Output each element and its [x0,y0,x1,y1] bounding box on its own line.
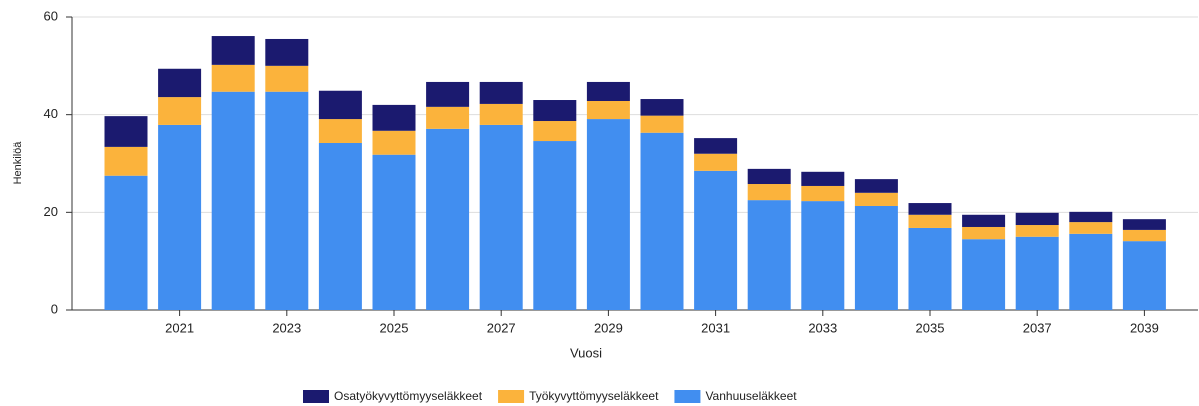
bar-segment [747,200,791,310]
legend-swatch [303,390,329,403]
bar-segment [1069,211,1113,223]
bar-segment [533,100,577,122]
bar-segment [426,81,470,107]
bar-segment [640,115,684,133]
bar-segment [372,130,416,155]
bar-segment [854,205,898,310]
legend-label: Osatyökyvyttömyyseläkkeet [334,389,483,403]
x-tick-label: 2023 [272,320,301,335]
bar-segment [426,128,470,310]
bar-segment [801,185,845,202]
x-tick-label: 2031 [701,320,730,335]
x-tick-label: 2021 [165,320,194,335]
bar-segment [962,226,1006,240]
bar-segment [747,184,791,201]
bar-segment [211,64,255,92]
bar-segment [479,81,523,104]
bar-segment [426,106,470,129]
bar-segment [158,68,202,98]
y-axis-label: Henkilöä [12,141,24,185]
bar-segment [533,141,577,310]
y-tick-label: 20 [44,204,58,219]
x-tick-label: 2039 [1130,320,1159,335]
bar-segment [479,103,523,125]
y-tick-label: 0 [51,301,58,316]
legend-swatch [674,390,701,403]
bar-segment [962,214,1006,227]
legend-label: Työkyvyttömyyseläkkeet [529,389,659,403]
bar-segment [211,91,255,310]
bar-segment [158,97,202,125]
x-axis-label: Vuosi [570,345,602,360]
bar-segment [801,201,845,310]
bar-segment [640,99,684,116]
bar-segment [1122,241,1166,310]
bar-segment [104,146,148,176]
bar-segment [372,154,416,310]
bar-segment [104,175,148,310]
legend-label: Vanhuuseläkkeet [705,389,797,403]
bar-segment [1015,225,1059,237]
bar-segment [533,121,577,142]
bar-segment [372,104,416,131]
bar-segment [318,90,362,120]
bar-segment [908,227,952,310]
bar-segment [1122,219,1166,230]
x-tick-label: 2033 [808,320,837,335]
bar-segment [318,119,362,143]
bar-segment [1015,236,1059,310]
bar-segment [265,65,309,92]
bar-segment [694,153,738,171]
bar-segment [908,203,952,215]
bar-segment [1122,229,1166,242]
bar-segment [640,132,684,310]
bar-segment [318,142,362,310]
x-tick-label: 2029 [594,320,623,335]
x-tick-label: 2037 [1023,320,1052,335]
bar-segment [586,81,630,101]
y-tick-label: 60 [44,8,58,23]
x-tick-label: 2027 [487,320,516,335]
bar-segment [801,171,845,186]
bar-segment [1069,222,1113,234]
legend-swatch [498,390,525,403]
bar-segment [908,214,952,228]
bar-segment [211,36,255,65]
bar-segment [854,192,898,206]
bar-segment [962,239,1006,310]
x-tick-label: 2025 [380,320,409,335]
bar-segment [265,91,309,310]
bar-segment [1015,212,1059,226]
bar-segment [1069,233,1113,310]
bar-segment [158,124,202,311]
x-tick-label: 2035 [916,320,945,335]
bar-segment [747,168,791,185]
bar-segment [586,119,630,310]
bar-segment [694,138,738,154]
bar-segment [694,170,738,310]
bar-segment [854,179,898,193]
y-tick-label: 40 [44,106,58,121]
bar-segment [104,116,148,147]
bar-segment [586,100,630,120]
bar-segment [479,124,523,311]
bar-segment [265,38,309,66]
